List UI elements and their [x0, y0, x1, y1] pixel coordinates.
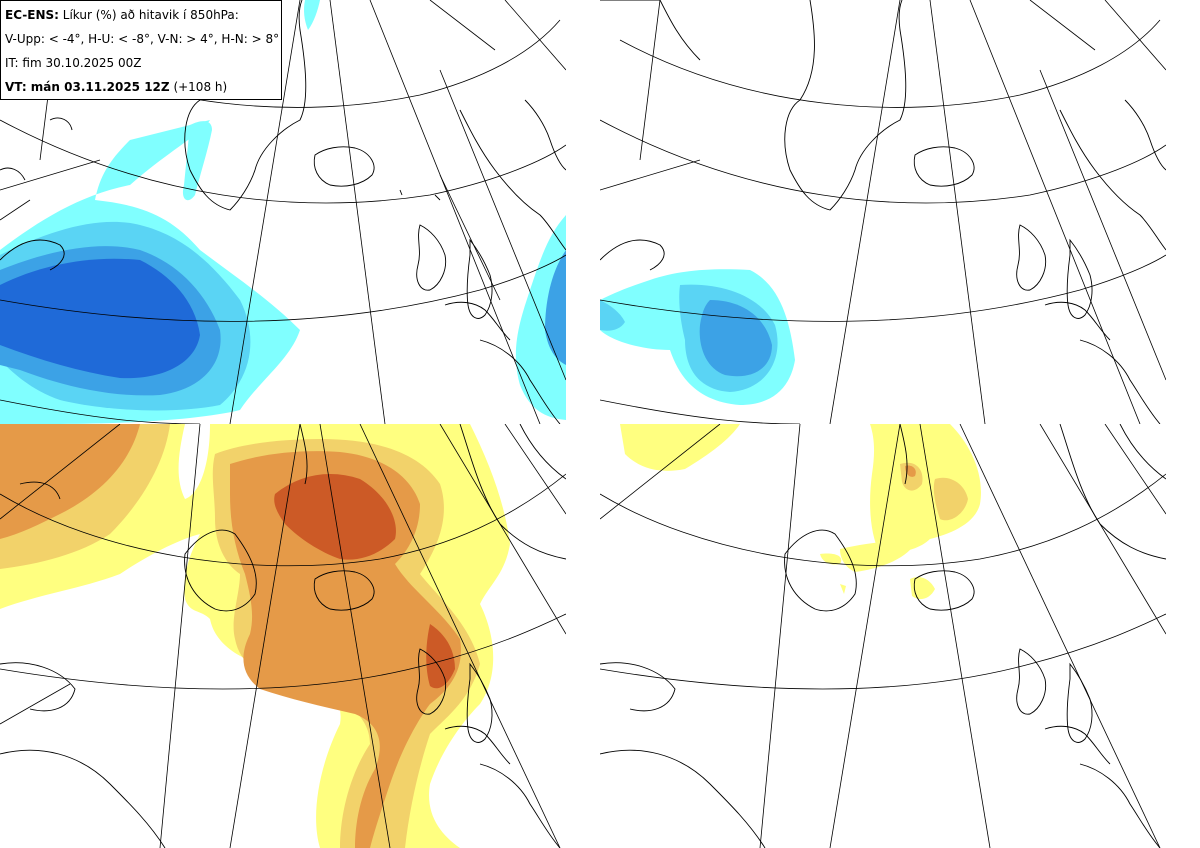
lead-time: (+108 h): [173, 80, 228, 94]
map-canvas: [0, 0, 566, 424]
title-line: EC-ENS: Líkur (%) að hitavik í 850hPa:: [5, 3, 277, 27]
map-canvas: [600, 424, 1166, 848]
map-panel-top-left: EC-ENS: Líkur (%) að hitavik í 850hPa: V…: [0, 0, 566, 424]
map-grid: [0, 0, 566, 424]
probability-field-warm: [620, 424, 981, 600]
map-panel-top-right: 1009565355: [600, 0, 1166, 424]
coastlines: [600, 0, 1166, 424]
prob-band-5-top: [304, 0, 320, 30]
prob-band-65-east: [545, 250, 566, 365]
prob-band-95: [0, 258, 200, 379]
prob-band-35: [900, 462, 968, 521]
map-panel-bottom-left: 1009565355: [0, 424, 566, 848]
prob-band-5-north: [182, 121, 212, 201]
probability-field-warm: [0, 424, 510, 848]
valid-time: VT: mán 03.11.2025 12Z: [5, 80, 170, 94]
panel-divider: [598, 0, 600, 848]
product-title: Líkur (%) að hitavik í 850hPa:: [62, 8, 239, 22]
map-canvas: [600, 0, 1166, 424]
map-panel-bottom-right: 1009565355: [600, 424, 1166, 848]
coastlines: [0, 424, 566, 848]
prob-band-65: [905, 465, 916, 477]
map-grid: [600, 424, 1166, 848]
chart-info-box: EC-ENS: Líkur (%) að hitavik í 850hPa: V…: [0, 0, 282, 100]
prob-band-95: [274, 474, 455, 689]
categories-line: V-Upp: < -4°, H-U: < -8°, V-N: > 4°, H-N…: [5, 32, 280, 46]
map-canvas: [0, 424, 566, 848]
prob-band-5-west: [600, 300, 625, 331]
map-grid: [0, 424, 566, 848]
prob-band-5: [620, 424, 981, 600]
model-name: EC-ENS:: [5, 8, 59, 22]
initial-time: IT: fim 30.10.2025 00Z: [5, 56, 142, 70]
valid-time-line: VT: mán 03.11.2025 12Z (+108 h): [5, 75, 277, 99]
probability-field-cold: [0, 0, 566, 424]
coastlines: [600, 424, 1166, 848]
probability-field-cold: [600, 269, 795, 405]
map-grid: [600, 0, 1166, 424]
